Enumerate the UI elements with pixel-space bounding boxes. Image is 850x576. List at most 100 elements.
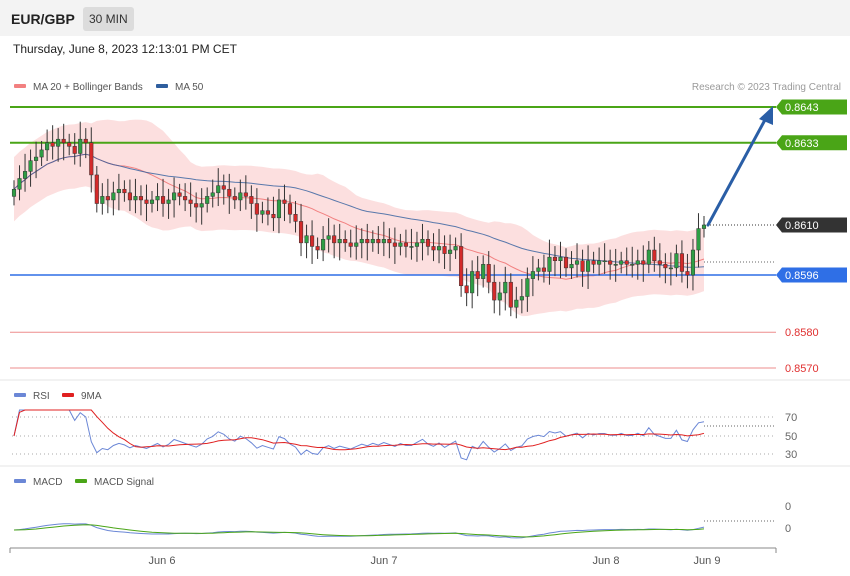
candle-body xyxy=(701,224,707,229)
candle-body xyxy=(657,260,662,265)
bollinger-band-area xyxy=(14,119,704,317)
candle-body xyxy=(376,239,381,244)
candle-body xyxy=(552,256,558,261)
level-label-0.8580: 0.8580 xyxy=(785,327,819,339)
macd-legend-swatch xyxy=(14,479,26,483)
candle-body xyxy=(83,138,88,144)
candle-body xyxy=(61,138,66,144)
candle-body xyxy=(144,199,149,204)
candle-body xyxy=(663,264,668,269)
candle-body xyxy=(674,253,679,269)
x-axis: Jun 6 Jun 7 Jun 8 Jun 9 xyxy=(9,547,777,567)
candle-body xyxy=(249,196,254,204)
candle-body xyxy=(668,267,673,270)
forecast-arrow-shaft xyxy=(706,116,768,227)
ma50-legend-swatch xyxy=(156,84,168,88)
candle-body xyxy=(696,228,701,251)
candle-body xyxy=(166,199,171,204)
rsi-30-label: 30 xyxy=(785,449,797,461)
candle-body xyxy=(127,192,132,201)
candle-body xyxy=(586,260,591,272)
rsi-ma-legend-swatch xyxy=(62,393,74,397)
candle-body xyxy=(39,149,44,158)
candle-body xyxy=(11,188,17,197)
candle-body xyxy=(602,260,607,262)
candle-body xyxy=(448,249,453,254)
candle-body xyxy=(221,185,226,190)
candle-body xyxy=(453,246,458,251)
candle-body xyxy=(122,188,127,194)
candle-body xyxy=(149,199,155,204)
candle-body xyxy=(72,146,77,154)
candle-body xyxy=(420,239,425,244)
candle-body xyxy=(619,260,624,265)
candle-body xyxy=(348,242,353,247)
candle-body xyxy=(17,178,22,190)
candle-body xyxy=(188,199,193,204)
credit-text: Research © 2023 Trading Central xyxy=(692,82,841,93)
candle-body xyxy=(22,171,28,179)
candle-body xyxy=(558,256,563,261)
candle-body xyxy=(89,142,94,176)
x-tick-jun9: Jun 9 xyxy=(694,555,721,567)
ma50-legend-label: MA 50 xyxy=(175,82,204,93)
candle-body xyxy=(508,281,513,308)
candle-body xyxy=(216,185,221,194)
candle-body xyxy=(155,196,160,201)
chart-datetime: Thursday, June 8, 2023 12:13:01 PM CET xyxy=(13,42,237,56)
candle-body xyxy=(67,142,72,147)
candle-body xyxy=(398,242,403,247)
candle-body xyxy=(470,271,475,294)
candle-body xyxy=(486,264,491,283)
candle-body xyxy=(293,214,298,222)
macd-panel: MACD MACD Signal 0 0 xyxy=(13,477,791,539)
candle-body xyxy=(497,292,502,301)
x-tick-jun6: Jun 6 xyxy=(149,555,176,567)
candle-body xyxy=(492,281,497,301)
candle-body xyxy=(194,203,199,208)
candle-body xyxy=(475,271,480,279)
level-label-0.8596: 0.8596 xyxy=(785,270,819,282)
candle-body xyxy=(265,210,270,215)
candle-body xyxy=(646,249,651,265)
macd-signal-legend-label: MACD Signal xyxy=(94,477,154,488)
candle-body xyxy=(503,281,508,294)
candle-body xyxy=(370,239,375,244)
level-tag-0.8633 xyxy=(776,135,847,151)
candle-body xyxy=(227,188,232,197)
candle-body xyxy=(315,246,320,251)
candle-body xyxy=(100,196,105,204)
candle-body xyxy=(304,235,309,244)
rsi-ma-legend-label: 9MA xyxy=(81,391,102,402)
level-tag-0.8643 xyxy=(776,99,847,115)
candle-body xyxy=(183,196,188,201)
candle-body xyxy=(111,192,116,201)
x-tick-jun7: Jun 7 xyxy=(371,555,398,567)
rsi-70-label: 70 xyxy=(785,412,797,424)
timeframe-badge[interactable]: 30 MIN xyxy=(83,7,134,31)
candle-body xyxy=(635,260,640,265)
candle-body xyxy=(536,267,541,272)
ma20-legend-label: MA 20 + Bollinger Bands xyxy=(33,82,143,93)
candle-body xyxy=(442,246,447,254)
candle-body xyxy=(56,138,61,147)
candle-body xyxy=(613,264,618,266)
candle-body xyxy=(608,260,613,265)
candle-body xyxy=(525,278,530,297)
candle-body xyxy=(172,192,177,201)
macd-upper-label: 0 xyxy=(785,501,791,513)
candle-body xyxy=(685,271,690,276)
candle-body xyxy=(260,210,265,215)
candle-body xyxy=(238,192,243,201)
candle-body xyxy=(630,264,635,266)
candle-body xyxy=(310,235,315,247)
candle-body xyxy=(414,242,420,247)
forecast-arrow-head xyxy=(759,106,773,125)
candle-body xyxy=(574,260,580,265)
candle-body xyxy=(199,203,204,208)
rsi-panel: RSI 9MA 70 50 30 xyxy=(12,391,797,461)
candle-body xyxy=(624,260,629,265)
candle-body xyxy=(326,235,331,240)
candle-body xyxy=(641,260,646,265)
